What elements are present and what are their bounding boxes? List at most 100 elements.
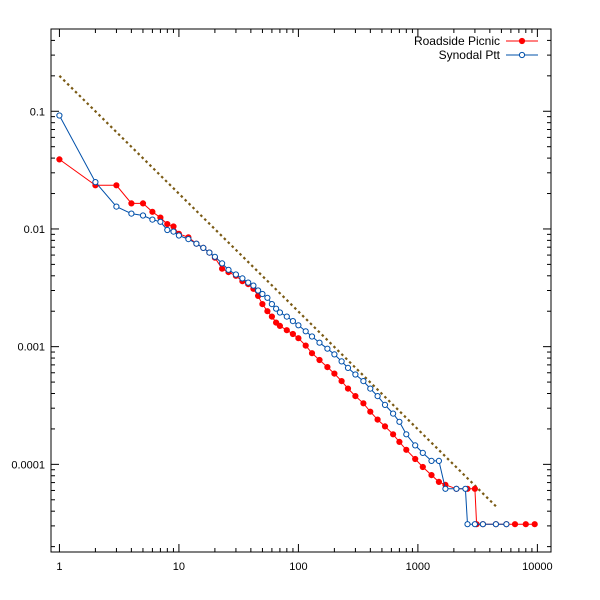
data-point: [56, 112, 63, 119]
data-point: [149, 216, 156, 223]
data-point: [338, 378, 345, 385]
x-tick-label: 1: [56, 561, 62, 573]
data-point: [276, 322, 283, 329]
data-point: [268, 301, 275, 308]
data-point: [56, 156, 63, 163]
data-point: [396, 418, 403, 425]
data-point: [403, 446, 410, 453]
data-point: [331, 351, 338, 358]
data-point: [193, 240, 200, 247]
series-2: [56, 112, 510, 528]
data-point: [276, 309, 283, 316]
legend-swatch-marker: [518, 51, 526, 59]
data-point: [344, 385, 352, 392]
data-point: [308, 333, 316, 340]
data-point: [419, 449, 426, 456]
data-point: [381, 423, 389, 430]
data-point: [390, 431, 397, 438]
data-point: [316, 339, 323, 346]
data-point: [139, 212, 147, 219]
data-point: [511, 521, 519, 528]
data-point: [92, 179, 99, 186]
x-tick-label: 100: [289, 561, 307, 573]
data-point: [206, 249, 213, 256]
data-point: [295, 322, 302, 329]
data-point: [170, 223, 177, 230]
data-point: [295, 335, 302, 342]
data-point: [264, 308, 271, 315]
data-point: [149, 208, 156, 215]
x-tick-label: 10: [173, 561, 185, 573]
data-point: [471, 485, 478, 492]
data-point: [352, 393, 359, 400]
data-point: [245, 279, 252, 286]
data-point: [283, 327, 290, 334]
data-point: [273, 319, 280, 326]
data-point: [113, 203, 120, 210]
data-point: [250, 282, 257, 289]
data-point: [435, 478, 442, 485]
data-point: [324, 345, 331, 352]
data-point: [360, 378, 367, 385]
data-point: [139, 200, 147, 207]
data-point: [442, 485, 449, 492]
x-tick-label: 1000: [406, 561, 430, 573]
data-point: [185, 236, 192, 243]
data-point: [344, 364, 352, 371]
data-point: [225, 266, 232, 273]
y-tick-label: 0.01: [24, 224, 45, 236]
data-point: [428, 472, 435, 479]
reference-line-layer: [58, 75, 497, 508]
data-point: [522, 521, 529, 528]
data-point: [164, 226, 171, 234]
data-point: [128, 210, 135, 217]
data-point: [273, 305, 280, 312]
y-tick-label: 0.0001: [11, 459, 45, 471]
data-point: [264, 294, 271, 301]
data-point: [412, 455, 419, 463]
data-point: [128, 200, 135, 207]
y-tick-label: 0.1: [30, 106, 45, 118]
data-point: [113, 182, 120, 189]
data-point: [390, 410, 397, 417]
data-point: [268, 313, 275, 320]
data-point: [471, 521, 478, 528]
data-point: [302, 328, 309, 335]
data-point: [435, 457, 442, 464]
legend-label: Roadside Picnic: [414, 34, 500, 48]
data-point: [396, 438, 403, 445]
data-point: [428, 457, 435, 464]
legend-label: Synodal Ptt: [439, 48, 501, 62]
data-point: [283, 313, 290, 320]
data-point: [374, 393, 381, 400]
data-point: [259, 290, 266, 298]
plot-frame: [50, 28, 552, 553]
y-tick-label: 0.001: [17, 342, 45, 354]
data-point: [338, 358, 345, 365]
data-point: [302, 342, 309, 349]
data-point: [360, 400, 367, 407]
x-tick-label: 10000: [522, 561, 553, 573]
data-point: [316, 356, 323, 364]
series-layer: [56, 112, 538, 528]
data-point: [381, 401, 389, 408]
data-point: [324, 364, 331, 371]
data-point: [259, 301, 266, 308]
data-point: [531, 521, 538, 528]
data-point: [219, 260, 226, 267]
data-point: [157, 218, 164, 225]
data-point: [219, 265, 226, 272]
data-point: [464, 521, 471, 528]
data-point: [412, 442, 419, 449]
data-point: [211, 253, 218, 260]
data-point: [479, 521, 486, 528]
data-point: [232, 271, 239, 278]
data-point: [462, 485, 469, 492]
data-point: [289, 318, 296, 325]
legend-swatch-marker: [518, 37, 526, 45]
data-point: [175, 232, 182, 239]
data-point: [239, 275, 246, 282]
data-point: [374, 416, 381, 423]
